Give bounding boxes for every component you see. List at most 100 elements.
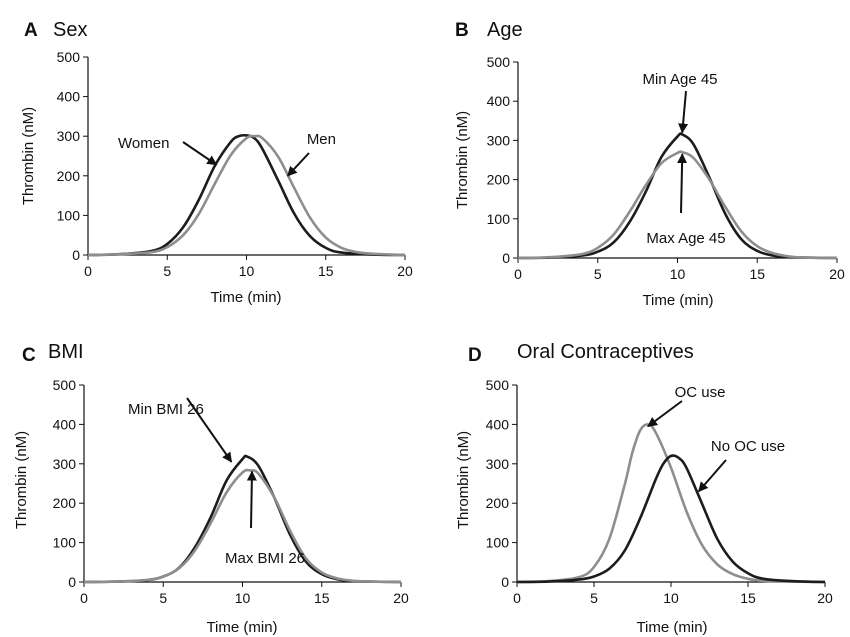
y-tick-label: 300 <box>57 128 81 144</box>
x-tick-label: 0 <box>514 266 522 282</box>
y-tick-label: 500 <box>487 54 511 70</box>
annotation-arrow <box>697 459 727 493</box>
x-tick-label: 0 <box>80 590 88 606</box>
y-tick-label: 0 <box>501 574 509 590</box>
x-tick-label: 5 <box>159 590 167 606</box>
curves <box>516 423 826 584</box>
y-tick-label: 400 <box>487 93 511 109</box>
x-tick-label: 10 <box>239 263 255 279</box>
y-tick-label: 300 <box>486 456 510 472</box>
series-line-2 <box>516 454 826 584</box>
panel-letter: D <box>468 345 482 366</box>
y-tick-label: 200 <box>57 168 81 184</box>
x-tick-label: 20 <box>829 266 845 282</box>
panel-title: BMI <box>48 341 84 363</box>
y-tick-label: 500 <box>53 377 77 393</box>
y-tick-label: 400 <box>57 89 81 105</box>
series-line-2 <box>83 468 402 584</box>
annotations: Min Age 45 Max Age 45 <box>642 71 725 247</box>
y-tick-label: 300 <box>487 132 511 148</box>
annotation-arrow <box>286 152 310 177</box>
x-tick-label: 15 <box>740 590 756 606</box>
x-tick-label: 10 <box>235 590 251 606</box>
annotation-label: Men <box>307 131 336 148</box>
panel-letter: B <box>455 20 469 41</box>
y-tick-label: 100 <box>486 535 510 551</box>
x-tick-label: 10 <box>670 266 686 282</box>
curves <box>83 454 402 584</box>
annotation-arrow <box>182 141 218 166</box>
annotation-label: Max BMI 26 <box>225 550 305 567</box>
panel-title: Sex <box>53 19 87 41</box>
x-tick-label: 0 <box>513 590 521 606</box>
annotation-label: Min BMI 26 <box>128 401 204 418</box>
x-tick-label: 20 <box>393 590 409 606</box>
annotation-arrow <box>186 397 233 463</box>
annotation-label: No OC use <box>711 438 785 455</box>
x-tick-label: 5 <box>590 590 598 606</box>
panel-title: Age <box>487 19 523 41</box>
y-tick-label: 100 <box>57 207 81 223</box>
x-tick-label: 5 <box>163 263 171 279</box>
series-line-2 <box>517 150 838 260</box>
x-axis-label: Time (min) <box>636 619 707 636</box>
y-tick-label: 100 <box>487 211 511 227</box>
y-axis-label: Thrombin (nM) <box>13 431 30 529</box>
annotations: OC use No OC use <box>647 384 785 493</box>
y-tick-label: 200 <box>486 495 510 511</box>
series-line-2 <box>87 134 406 257</box>
y-axis-label: Thrombin (nM) <box>20 107 37 205</box>
annotation-arrow <box>678 90 689 134</box>
panel-title: Oral Contraceptives <box>517 341 694 363</box>
x-tick-label: 15 <box>318 263 334 279</box>
y-axis-label: Thrombin (nM) <box>455 431 472 529</box>
series-line-1 <box>87 133 406 257</box>
x-axis-label: Time (min) <box>642 292 713 309</box>
series-line-1 <box>517 132 838 260</box>
y-axis-label: Thrombin (nM) <box>454 111 471 209</box>
y-tick-label: 400 <box>53 416 77 432</box>
y-tick-label: 500 <box>57 49 81 65</box>
annotations: Women Men <box>118 131 336 177</box>
panel-letter: A <box>24 20 38 41</box>
x-tick-label: 20 <box>817 590 833 606</box>
x-tick-label: 15 <box>749 266 765 282</box>
annotations: Min BMI 26 Max BMI 26 <box>128 397 305 567</box>
panel-d: D Oral Contraceptives 0 5 10 15 200100200300… <box>455 341 833 636</box>
annotation-arrow <box>647 400 683 428</box>
annotation-label: OC use <box>675 384 726 401</box>
annotation-arrow <box>246 470 257 529</box>
annotation-label: Max Age 45 <box>646 230 725 247</box>
x-tick-label: 10 <box>663 590 679 606</box>
y-tick-label: 0 <box>72 247 80 263</box>
curves <box>517 132 838 260</box>
y-tick-label: 300 <box>53 456 77 472</box>
y-tick-label: 100 <box>53 535 77 551</box>
panel-letter: C <box>22 345 36 366</box>
y-tick-label: 200 <box>487 172 511 188</box>
y-tick-label: 200 <box>53 495 77 511</box>
annotation-arrow <box>677 153 688 214</box>
series-line-1 <box>516 423 826 584</box>
x-tick-label: 20 <box>397 263 413 279</box>
x-tick-label: 5 <box>594 266 602 282</box>
x-tick-label: 15 <box>314 590 330 606</box>
y-tick-label: 400 <box>486 416 510 432</box>
x-tick-label: 0 <box>84 263 92 279</box>
y-tick-label: 0 <box>68 574 76 590</box>
x-axis-label: Time (min) <box>210 289 281 306</box>
x-axis-label: Time (min) <box>206 619 277 636</box>
y-tick-label: 0 <box>502 250 510 266</box>
y-tick-label: 500 <box>486 377 510 393</box>
annotation-label: Min Age 45 <box>642 71 717 88</box>
curves <box>87 133 406 257</box>
annotation-label: Women <box>118 135 169 152</box>
